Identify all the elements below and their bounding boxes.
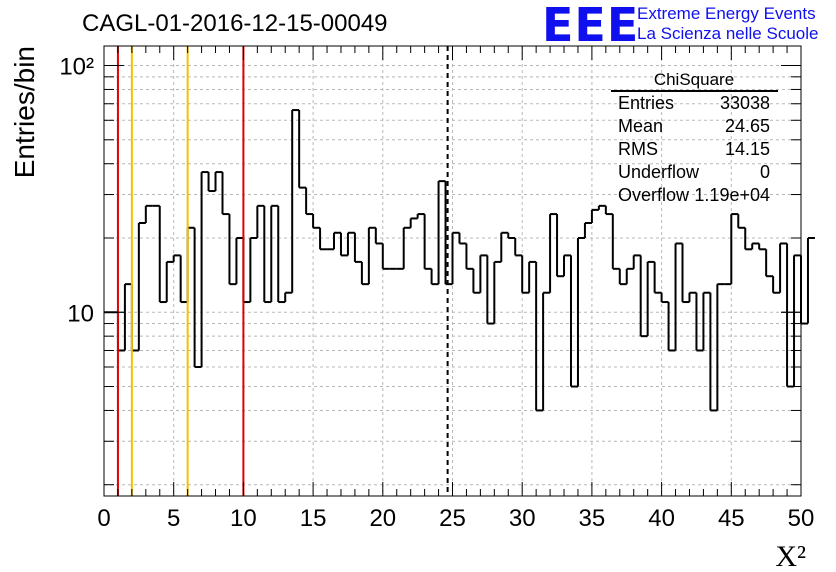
stat-label-rms: RMS [618, 139, 658, 159]
stat-value-mean: 24.65 [724, 116, 770, 136]
stat-label-overflow: Overflow [618, 185, 690, 205]
x-tick-label: 40 [648, 505, 675, 532]
stat-value-overflow: 1.19e+04 [694, 185, 770, 205]
stat-label-underflow: Underflow [618, 162, 700, 182]
axis-labels: 0 5 10 15 20 25 30 35 40 45 50 10 10² Entries/bin X² [9, 46, 814, 572]
y-axis-label: Entries/bin [9, 46, 40, 178]
logo-line-2: La Scienza nelle Scuole [637, 24, 819, 43]
histogram [104, 109, 815, 412]
x-tick-label: 10 [230, 505, 257, 532]
grid-lines [104, 46, 801, 496]
stat-value-underflow: 0 [759, 162, 770, 182]
x-tick-label: 20 [369, 505, 396, 532]
x-tick-label: 30 [509, 505, 536, 532]
x-tick-label: 15 [300, 505, 327, 532]
stat-label-mean: Mean [618, 116, 664, 136]
x-axis-label: X² [775, 540, 806, 572]
stat-label-entries: Entries [618, 93, 675, 113]
x-tick-label: 35 [579, 505, 606, 532]
x-tick-label: 0 [97, 505, 110, 532]
marker-lines [116, 46, 449, 496]
logo-line-1: Extreme Energy Events [637, 4, 816, 23]
x-tick-label: 50 [788, 505, 815, 532]
axis-ticks [103, 46, 802, 496]
chart-title: CAGL-01-2016-12-15-00049 [82, 10, 388, 37]
x-tick-label: 25 [439, 505, 466, 532]
stats-rule [611, 90, 778, 92]
stats-title: ChiSquare [653, 70, 735, 89]
eee-logo: EEE [542, 0, 640, 52]
stat-value-entries: 33038 [719, 93, 770, 113]
y-tick-label: 10 [67, 300, 94, 327]
stat-value-rms: 14.15 [724, 139, 770, 159]
y-tick-label: 10² [59, 54, 94, 81]
x-tick-label: 45 [718, 505, 745, 532]
x-tick-label: 5 [167, 505, 180, 532]
